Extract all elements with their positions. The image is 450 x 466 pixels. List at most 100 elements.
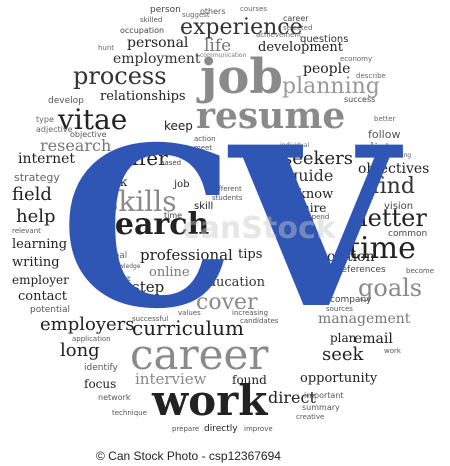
word-skilled: skilled	[140, 16, 163, 24]
word-type: type	[36, 115, 54, 124]
word-successful: successful	[132, 315, 169, 323]
word-seek: seek	[322, 344, 364, 365]
word-work-small: work	[384, 347, 401, 355]
word-increasing: increasing	[232, 309, 269, 317]
word-important: important	[304, 391, 344, 400]
word-guide: guide	[288, 166, 334, 185]
word-search: search	[98, 207, 210, 242]
word-adjective: adjective	[36, 125, 73, 134]
word-people: people	[303, 61, 351, 77]
word-professional: professional	[140, 246, 233, 264]
word-find: find	[372, 174, 415, 199]
word-courses: courses	[240, 5, 268, 13]
word-talk: talk	[104, 175, 128, 189]
word-email: email	[354, 331, 393, 347]
word-person: person	[150, 5, 181, 15]
word-direct: direct	[268, 388, 316, 407]
word-hiring: hiring	[282, 191, 303, 199]
word-better: better	[374, 115, 396, 123]
word-suit: suit	[118, 275, 131, 283]
word-plan: plan	[330, 331, 357, 345]
word-life: life	[204, 36, 232, 56]
word-success: success	[344, 95, 376, 104]
word-management: management	[318, 311, 411, 327]
word-vitae: vitae	[58, 103, 128, 136]
word-knowledge: knowledge	[108, 263, 141, 270]
word-job: job	[200, 49, 283, 105]
word-students: students	[212, 194, 243, 202]
word-based: based	[160, 159, 182, 167]
word-seekers: seekers	[283, 148, 353, 169]
word-contact: contact	[18, 289, 67, 304]
cv-headline: CV	[60, 98, 400, 357]
word-personal: personal	[127, 35, 189, 51]
word-process: process	[73, 62, 167, 90]
word-know: know	[298, 187, 334, 202]
word-career: career	[130, 330, 269, 379]
word-summary: summary	[302, 403, 340, 412]
word-spend: spend	[308, 213, 330, 221]
word-action: action	[194, 135, 216, 143]
word-learning: learning	[12, 237, 68, 252]
word-help: help	[16, 206, 56, 227]
word-employer: employer	[12, 273, 69, 287]
word-found: found	[232, 373, 267, 387]
word-cover: cover	[196, 290, 258, 315]
word-others: others	[200, 7, 226, 16]
word-goals: goals	[358, 274, 423, 302]
word-become: become	[406, 267, 435, 275]
word-employment: employment	[113, 51, 201, 67]
word-hunt: hunt	[98, 44, 115, 52]
word-writing: writing	[12, 255, 60, 270]
word-opportunity: opportunity	[300, 371, 378, 386]
word-work: work	[152, 376, 268, 425]
word-skill: skill	[194, 201, 214, 212]
word-interviewing: interviewing	[374, 152, 412, 159]
word-objective: objective	[70, 130, 107, 139]
word-education: education	[200, 275, 265, 290]
word-position: position	[318, 249, 375, 265]
word-objectives: objectives	[358, 161, 430, 177]
word-describe: describe	[356, 72, 386, 80]
word-time: time	[348, 231, 416, 266]
watermark: canStock	[182, 211, 336, 246]
word-offer: offer	[120, 146, 168, 170]
word-field: field	[12, 184, 52, 205]
word-online: online	[149, 265, 190, 280]
word-economy: economy	[340, 55, 373, 63]
word-list: list	[370, 141, 391, 156]
word-research: research	[40, 136, 112, 155]
word-using: using	[160, 149, 179, 157]
word-creative: creative	[296, 413, 325, 421]
word-potential: potential	[30, 305, 71, 315]
word-career-small: career	[283, 14, 309, 23]
word-time-small: time	[164, 211, 183, 220]
word-company: company	[330, 295, 372, 305]
word-hire: hire	[302, 201, 327, 215]
word-long: long	[60, 340, 100, 361]
word-focus: focus	[84, 377, 117, 391]
word-develop: develop	[48, 96, 84, 106]
word-follow: follow	[368, 128, 401, 141]
word-references: references	[338, 265, 386, 275]
word-skills: skills	[104, 185, 177, 218]
word-individual: individual	[280, 142, 310, 149]
word-sources: sources	[326, 305, 353, 313]
word-common: common	[388, 229, 428, 239]
word-letter: letter	[360, 204, 427, 232]
word-development: development	[258, 40, 343, 55]
word-interview: interview	[135, 370, 207, 388]
footer-credit: © Can Stock Photo - csp12367694	[96, 449, 281, 463]
word-achievement: achievement	[256, 31, 302, 39]
word-network: network	[98, 393, 131, 402]
footer-credit-bar: © Can Stock Photo - csp12367694	[0, 446, 450, 466]
word-relevant: relevant	[12, 227, 41, 235]
word-different: different	[212, 185, 242, 193]
word-occupation: occupation	[120, 26, 165, 35]
word-keep: keep	[164, 119, 193, 133]
word-identify: identify	[84, 363, 118, 373]
word-job-small: job	[174, 179, 190, 190]
word-internet: internet	[18, 151, 76, 167]
word-curriculum: curriculum	[132, 316, 244, 340]
word-communication: communication	[200, 52, 247, 59]
